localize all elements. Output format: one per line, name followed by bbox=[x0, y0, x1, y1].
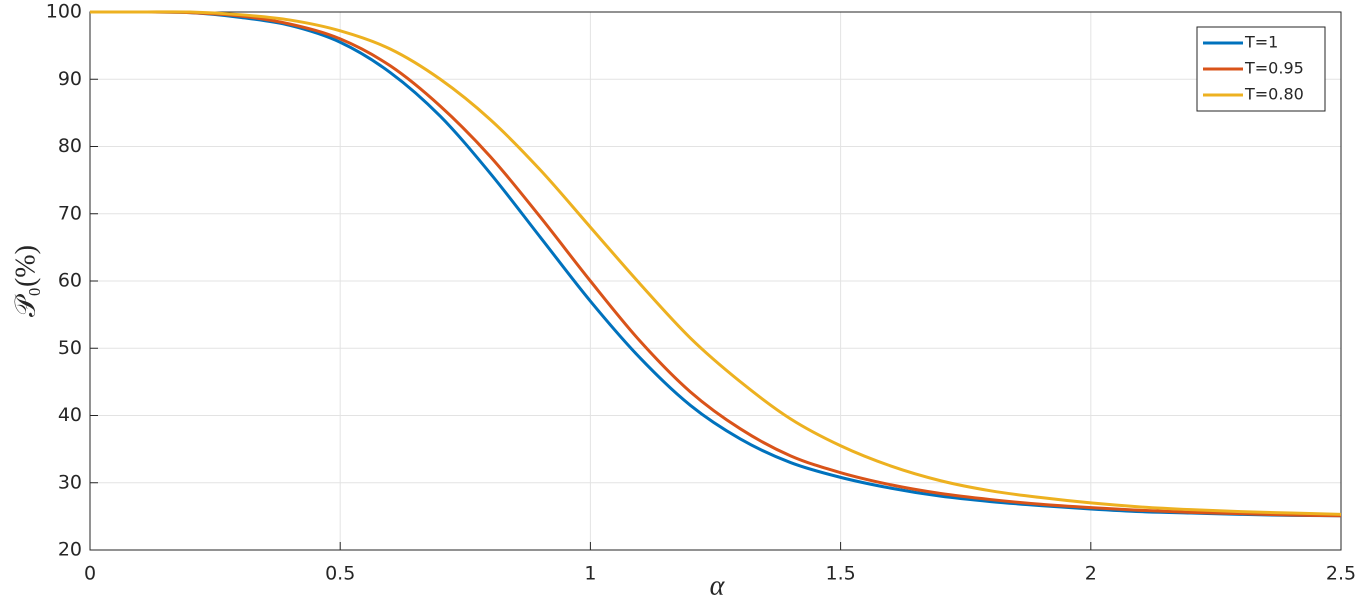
y-tick-label: 90 bbox=[58, 68, 82, 90]
x-tick-label: 2 bbox=[1085, 563, 1097, 585]
y-tick-label: 50 bbox=[58, 337, 82, 359]
y-tick-label: 70 bbox=[58, 202, 82, 224]
y-tick-label: 100 bbox=[46, 1, 82, 23]
y-tick-label: 60 bbox=[58, 270, 82, 292]
x-tick-label: 2.5 bbox=[1326, 563, 1356, 585]
x-tick-label: 1.5 bbox=[825, 563, 855, 585]
y-tick-label: 30 bbox=[58, 471, 82, 493]
y-tick-label: 40 bbox=[58, 404, 82, 426]
x-tick-label: 1 bbox=[584, 563, 596, 585]
x-axis-label: α bbox=[710, 570, 726, 601]
x-tick-label: 0 bbox=[84, 563, 96, 585]
series-line bbox=[89, 10, 1342, 518]
series-line bbox=[89, 10, 1342, 516]
legend-label: T=0.95 bbox=[1244, 59, 1304, 78]
y-axis-label: 𝒫₀(%) bbox=[10, 245, 41, 317]
legend-label: T=0.80 bbox=[1244, 85, 1304, 104]
y-tick-label: 20 bbox=[58, 539, 82, 561]
plot-frame bbox=[89, 11, 1342, 551]
x-tick-label: 0.5 bbox=[325, 563, 355, 585]
legend-label: T=1 bbox=[1244, 33, 1278, 52]
y-tick-label: 80 bbox=[58, 135, 82, 157]
